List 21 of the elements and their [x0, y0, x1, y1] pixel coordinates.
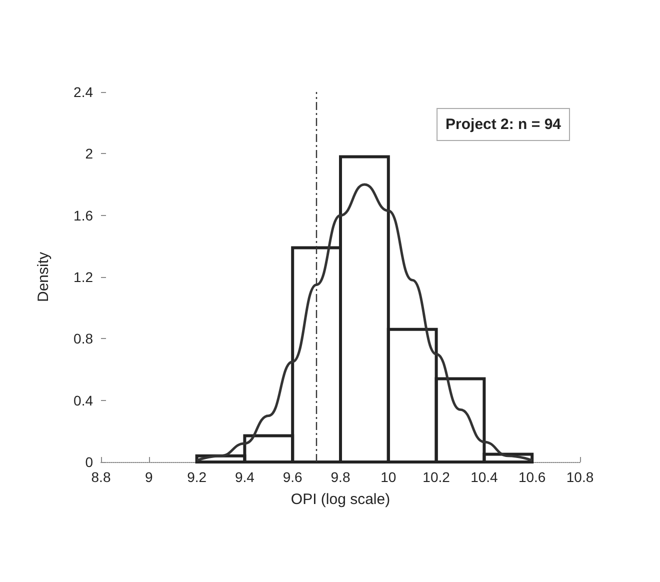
- x-tick-label: 10.2: [422, 469, 450, 485]
- y-tick-label: 2: [85, 146, 94, 162]
- x-tick-label: 9.6: [282, 469, 303, 485]
- x-tick-label: 9.4: [234, 469, 255, 485]
- y-tick-label: 0.8: [74, 330, 94, 347]
- y-tick-label: 0: [85, 454, 94, 470]
- x-tick-label: 9.8: [330, 469, 350, 485]
- x-tick-label: 10.6: [518, 469, 546, 485]
- x-tick-label: 10.8: [566, 469, 594, 485]
- x-tick-label: 10.4: [470, 469, 498, 485]
- y-tick-label: 1.6: [74, 207, 94, 224]
- x-tick-label: 8.8: [91, 469, 111, 485]
- y-axis-title: Density: [35, 252, 52, 302]
- y-tick-label: 0.4: [74, 392, 94, 408]
- x-axis-title: OPI (log scale): [290, 491, 390, 508]
- x-tick-label: 9.2: [187, 469, 207, 485]
- annotation: Project 2: n = 94: [446, 116, 562, 133]
- y-tick-label: 1.2: [74, 269, 94, 285]
- y-tick-label: 2.4: [74, 84, 94, 100]
- x-tick-label: 10: [380, 469, 396, 485]
- x-tick-label: 9: [145, 469, 153, 485]
